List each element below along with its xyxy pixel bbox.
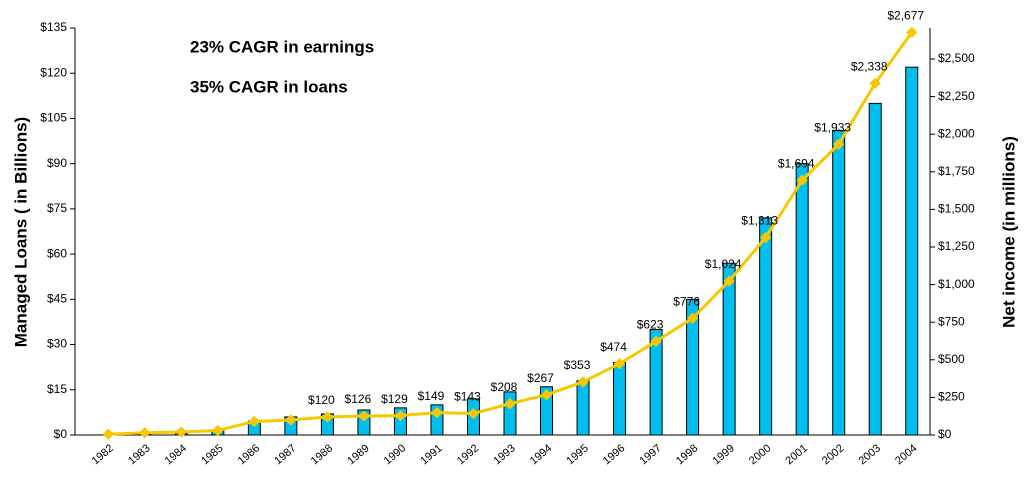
y-tick-label: $105 <box>40 111 67 125</box>
x-tick-label: 1986 <box>236 442 262 467</box>
y2-tick-label: $1,750 <box>938 164 975 178</box>
line-marker <box>102 428 114 440</box>
y2-tick-label: $250 <box>938 390 965 404</box>
x-tick-label: 1987 <box>272 442 298 467</box>
x-tick-label: 1983 <box>126 442 152 467</box>
annotation: 35% CAGR in loans <box>190 77 348 96</box>
data-label: $623 <box>637 317 664 331</box>
x-tick-label: 2000 <box>747 442 773 467</box>
line-marker <box>285 414 297 426</box>
x-tick-label: 1998 <box>674 442 700 467</box>
x-tick-label: 1982 <box>90 442 116 467</box>
bar <box>868 102 882 436</box>
y-tick-label: $75 <box>47 201 67 215</box>
data-label: $474 <box>600 340 627 354</box>
y2-tick-label: $0 <box>938 427 952 441</box>
y2-tick-label: $1,250 <box>938 239 975 253</box>
y-tick-label: $60 <box>47 246 67 260</box>
data-label: $776 <box>673 294 700 308</box>
line-marker <box>212 424 224 437</box>
bar <box>576 380 590 436</box>
y-tick-label: $90 <box>47 156 67 170</box>
x-tick-label: 1990 <box>382 442 408 467</box>
bar <box>832 130 846 436</box>
x-tick-label: 1993 <box>491 442 517 467</box>
line-marker <box>358 410 370 422</box>
y-tick-label: $120 <box>40 65 67 79</box>
line-marker <box>540 389 553 401</box>
data-label: $1,024 <box>705 257 742 271</box>
x-tick-label: 2001 <box>784 442 810 467</box>
x-tick-label: 1989 <box>345 442 371 467</box>
data-label: $208 <box>491 380 518 394</box>
y-tick-label: $30 <box>47 337 67 351</box>
line-marker <box>759 231 772 244</box>
x-tick-label: 1996 <box>601 442 627 467</box>
bar <box>540 386 554 436</box>
y2-tick-label: $750 <box>938 314 965 328</box>
x-tick-label: 2003 <box>857 442 883 467</box>
bar <box>759 217 773 436</box>
line-marker <box>577 376 589 388</box>
bar <box>905 66 919 436</box>
y2-tick-label: $2,500 <box>938 51 975 65</box>
data-label: $149 <box>418 389 445 403</box>
bar <box>649 328 663 436</box>
y-tick-label: $15 <box>47 382 67 396</box>
line-marker <box>175 426 187 438</box>
data-label: $120 <box>308 393 335 407</box>
data-label: $126 <box>345 392 372 406</box>
line-marker <box>686 312 699 324</box>
x-tick-label: 1997 <box>637 442 663 467</box>
x-tick-label: 1999 <box>710 442 736 467</box>
bar <box>722 262 736 436</box>
y2-tick-label: $500 <box>938 352 965 366</box>
line-marker <box>431 406 443 419</box>
data-label: $2,677 <box>887 9 924 23</box>
x-tick-label: 1994 <box>528 442 554 467</box>
line-marker <box>723 275 735 287</box>
y-tick-label: $45 <box>47 292 67 306</box>
data-label: $1,694 <box>778 156 815 170</box>
line-marker <box>394 409 407 422</box>
data-label: $143 <box>454 390 481 404</box>
data-label: $353 <box>564 358 591 372</box>
data-label: $129 <box>381 392 408 406</box>
y-tick-label: $0 <box>54 427 68 441</box>
y2-tick-label: $2,250 <box>938 89 975 103</box>
line-marker <box>504 398 516 410</box>
line-marker <box>321 411 334 423</box>
y-axis-label: Managed Loans ( in Billions) <box>11 117 30 347</box>
x-tick-label: 1995 <box>564 442 590 467</box>
line-marker <box>650 335 662 347</box>
x-tick-label: 1985 <box>199 442 225 467</box>
y2-tick-label: $1,000 <box>938 277 975 291</box>
data-label: $2,338 <box>851 60 888 74</box>
x-tick-label: 1984 <box>163 442 189 467</box>
x-tick-label: 1992 <box>455 442 481 467</box>
bar <box>613 362 627 436</box>
y2-tick-label: $2,000 <box>938 126 975 140</box>
x-tick-label: 2004 <box>893 442 919 467</box>
line-marker <box>796 174 808 186</box>
annotation: 23% CAGR in earnings <box>190 37 374 56</box>
line-marker <box>613 358 626 370</box>
x-tick-label: 2002 <box>820 442 846 467</box>
bar <box>686 298 700 436</box>
bar <box>795 163 809 436</box>
y2-tick-label: $1,500 <box>938 202 975 216</box>
data-label: $1,933 <box>814 120 851 134</box>
line-marker <box>467 407 480 420</box>
data-label: $1,313 <box>741 214 778 228</box>
line-marker <box>833 138 845 150</box>
y2-axis-label: Net income (in millions) <box>999 136 1018 328</box>
y-tick-label: $135 <box>40 20 67 34</box>
data-label: $267 <box>527 371 554 385</box>
line-marker <box>248 415 261 428</box>
line-marker <box>139 427 151 439</box>
x-tick-label: 1988 <box>309 442 335 467</box>
x-tick-label: 1991 <box>418 442 444 467</box>
